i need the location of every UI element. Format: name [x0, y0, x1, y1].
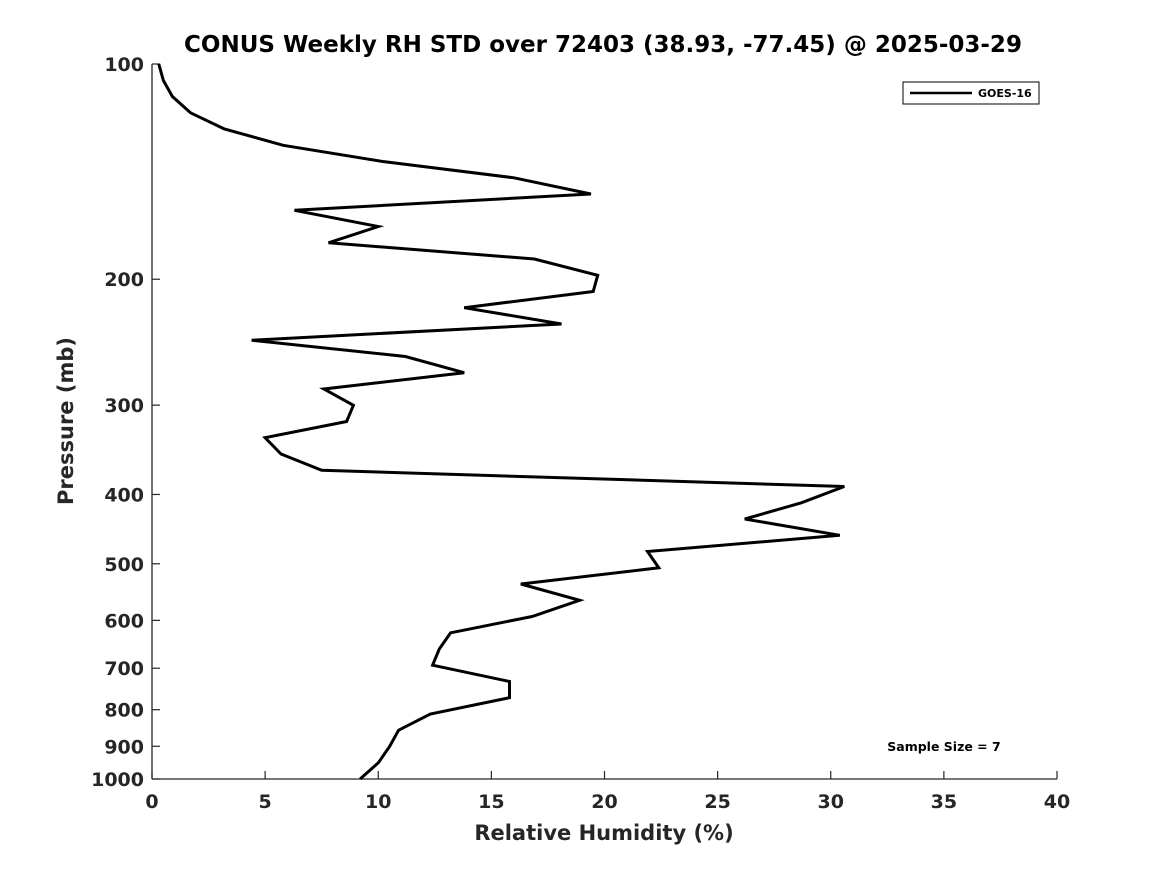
y-tick-label: 900 — [104, 736, 144, 758]
y-tick-label: 600 — [104, 610, 144, 632]
x-axis-label: Relative Humidity (%) — [474, 821, 733, 845]
series-line-goes-16 — [157, 63, 845, 781]
x-tick-label: 40 — [1044, 791, 1070, 813]
chart-title: CONUS Weekly RH STD over 72403 (38.93, -… — [184, 32, 1022, 58]
x-axis-ticks: 0 5 10 15 20 25 30 35 40 — [145, 771, 1070, 813]
y-tick-label: 200 — [104, 269, 144, 291]
x-tick-label: 25 — [704, 791, 730, 813]
legend-label-goes-16: GOES-16 — [978, 87, 1032, 100]
y-tick-label: 300 — [104, 395, 144, 417]
x-tick-label: 10 — [365, 791, 391, 813]
y-tick-label: 800 — [104, 700, 144, 722]
x-tick-label: 20 — [591, 791, 617, 813]
series-layer — [157, 63, 845, 781]
y-tick-label: 400 — [104, 484, 144, 506]
x-tick-label: 30 — [818, 791, 844, 813]
x-tick-label: 5 — [259, 791, 272, 813]
y-tick-label: 500 — [104, 554, 144, 576]
x-tick-label: 0 — [145, 791, 158, 813]
sample-size-annotation: Sample Size = 7 — [887, 739, 1000, 754]
y-tick-label: 1000 — [91, 769, 144, 791]
y-axis-label: Pressure (mb) — [54, 337, 78, 505]
y-axis-ticks: 100 200 300 400 500 600 700 800 900 1000 — [91, 54, 160, 791]
x-tick-label: 15 — [478, 791, 504, 813]
y-tick-label: 100 — [104, 54, 144, 76]
legend: GOES-16 — [902, 81, 1040, 105]
y-tick-label: 700 — [104, 658, 144, 680]
x-tick-label: 35 — [931, 791, 957, 813]
